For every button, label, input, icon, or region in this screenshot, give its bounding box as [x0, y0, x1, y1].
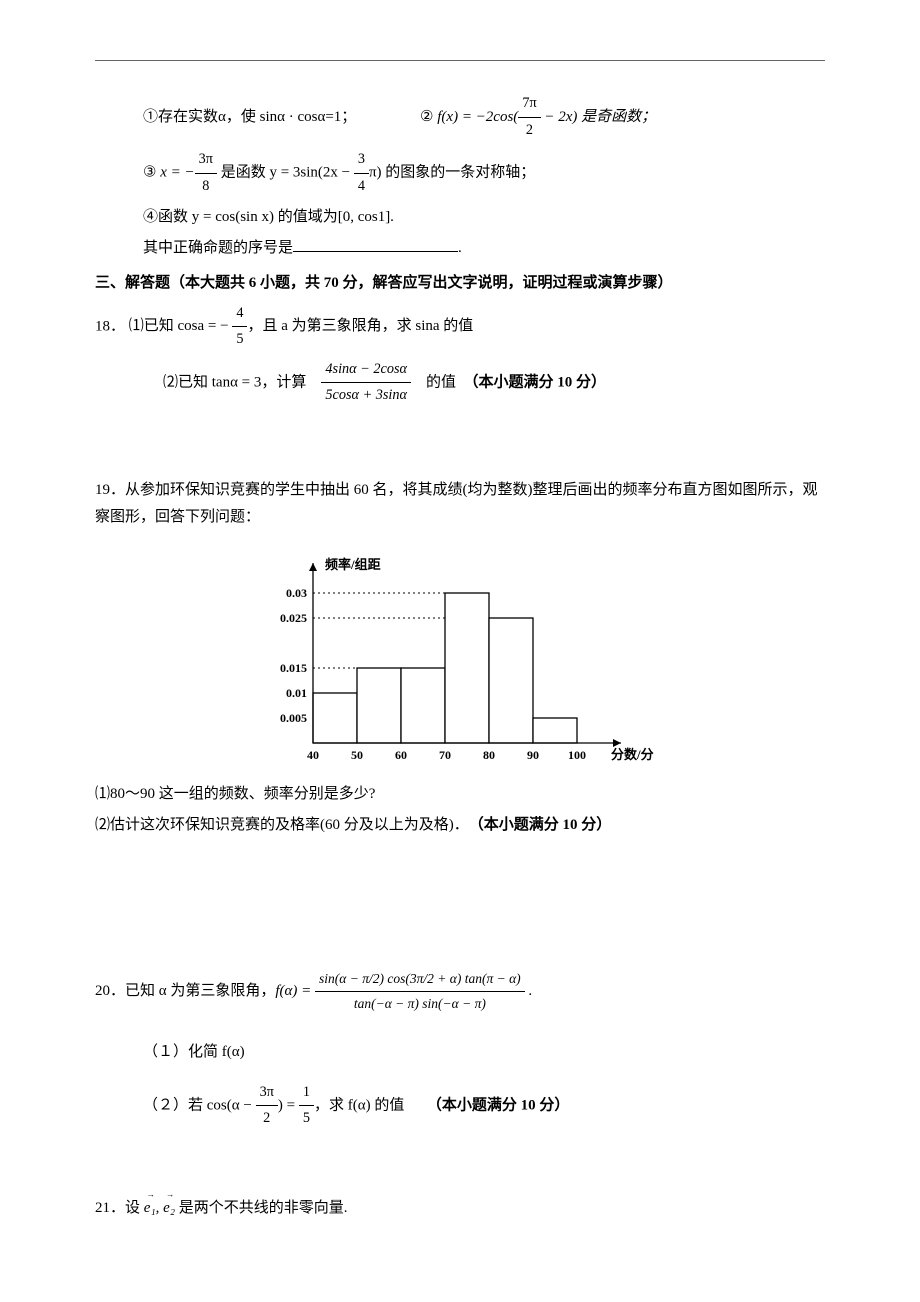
- q18-label: 18．: [95, 318, 125, 334]
- svg-text:0.01: 0.01: [286, 686, 307, 700]
- svg-text:频率/组距: 频率/组距: [325, 557, 381, 572]
- answer-line: 其中正确命题的序号是.: [95, 235, 825, 262]
- spacer: [95, 413, 825, 473]
- svg-text:0.025: 0.025: [280, 611, 307, 625]
- spacer: [95, 1136, 825, 1191]
- spacer: [95, 843, 825, 963]
- q19-sub2: ⑵估计这次环保知识竞赛的及格率(60 分及以上为及格)． （本小题满分 10 分…: [95, 812, 825, 839]
- q21-label: 21．: [95, 1200, 125, 1216]
- vector-e1: e₁: [144, 1195, 156, 1222]
- stmt-1: ①存在实数α，使 sinα · cosα=1；: [143, 109, 356, 125]
- q20-score: （本小题满分 10 分）: [434, 1097, 569, 1113]
- page: ①存在实数α，使 sinα · cosα=1； ② f(x) = −2cos(7…: [0, 0, 920, 1302]
- q20-sub2: （２）若 cos(α − 3π2) = 15，求 f(α) 的值 （本小题满分 …: [95, 1080, 825, 1132]
- q18-part1: ⑴已知 cosa = − 45，且 a 为第三象限角，求 sina 的值: [129, 318, 474, 334]
- q18: 18． ⑴已知 cosa = − 45，且 a 为第三象限角，求 sina 的值: [95, 301, 825, 353]
- q19-score: （本小题满分 10 分）: [476, 817, 611, 833]
- svg-text:50: 50: [351, 748, 363, 762]
- svg-text:0.03: 0.03: [286, 586, 307, 600]
- svg-text:40: 40: [307, 748, 319, 762]
- svg-text:分数/分: 分数/分: [611, 747, 654, 762]
- q20: 20．已知 α 为第三象限角，f(α) = sin(α − π/2) cos(3…: [95, 967, 825, 1017]
- spacer: [95, 1021, 825, 1035]
- vector-e2: e₂: [163, 1195, 175, 1222]
- svg-text:90: 90: [527, 748, 539, 762]
- spacer: [95, 1070, 825, 1076]
- q19-label: 19．: [95, 482, 125, 498]
- stmt-1-row: ①存在实数α，使 sinα · cosα=1； ② f(x) = −2cos(7…: [95, 91, 825, 143]
- q18-part2: ⑵已知 tanα = 3，计算 4sinα − 2cosα5cosα + 3si…: [95, 357, 825, 409]
- top-rule: [95, 60, 825, 61]
- histogram: 0.005 0.01 0.015 0.025 0.03 40 50 60 70 80 90 100 频率…: [245, 543, 675, 773]
- q19-sub1: ⑴80～90 这一组的频数、频率分别是多少?: [95, 781, 825, 808]
- q20-sub1: （１）化简 f(α): [95, 1039, 825, 1066]
- svg-text:70: 70: [439, 748, 451, 762]
- q18-score: （本小题满分 10 分）: [471, 374, 606, 390]
- section-3-heading: 三、解答题（本大题共 6 小题，共 70 分，解答应写出文字说明，证明过程或演算…: [95, 270, 825, 297]
- q21: 21．设 e₁, e₂ 是两个不共线的非零向量.: [95, 1195, 825, 1222]
- stmt-3: ③ x = −3π8 是函数 y = 3sin(2x − 34π) 的图象的一条…: [95, 147, 825, 199]
- q20-label: 20．: [95, 983, 125, 999]
- svg-text:0.005: 0.005: [280, 711, 307, 725]
- svg-text:60: 60: [395, 748, 407, 762]
- svg-text:0.015: 0.015: [280, 661, 307, 675]
- svg-text:100: 100: [568, 748, 586, 762]
- histogram-wrap: 0.005 0.01 0.015 0.025 0.03 40 50 60 70 80 90 100 频率…: [95, 543, 825, 773]
- stmt-2: ② f(x) = −2cos(7π2 − 2x) 是奇函数；: [420, 109, 656, 125]
- svg-text:80: 80: [483, 748, 495, 762]
- q19-intro: 19．从参加环保知识竞赛的学生中抽出 60 名，将其成绩(均为整数)整理后画出的…: [95, 477, 825, 531]
- blank-underline: [293, 236, 458, 252]
- stmt-4: ④函数 y = cos(sin x) 的值域为[0, cos1].: [95, 204, 825, 231]
